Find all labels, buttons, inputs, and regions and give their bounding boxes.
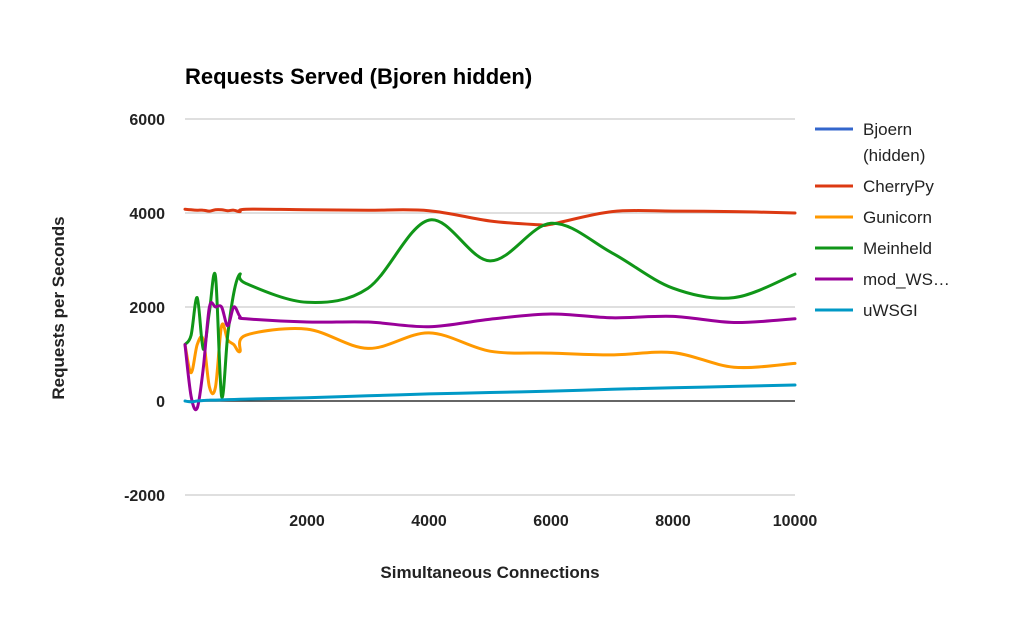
y-tick-label: 6000 <box>129 112 165 129</box>
series-line-gunicorn <box>183 322 797 396</box>
legend-label-gunicorn: Gunicorn <box>863 208 932 227</box>
x-tick-label: 8000 <box>655 513 691 530</box>
y-tick-label: -2000 <box>124 488 165 505</box>
series-line-uwsgi <box>183 383 797 404</box>
legend-label-meinheld: Meinheld <box>863 239 932 258</box>
chart-title: Requests Served (Bjoren hidden) <box>185 64 532 89</box>
x-tick-label: 6000 <box>533 513 569 530</box>
legend-label-bjoern-hidden: Bjoern (hidden) <box>863 120 925 165</box>
x-axis-label: Simultaneous Connections <box>380 563 599 582</box>
gridlines <box>185 118 795 496</box>
y-tick-labels: 6000 4000 2000 0 -2000 <box>124 112 165 505</box>
y-tick-label: 0 <box>156 394 165 411</box>
series-lines <box>183 207 797 412</box>
x-tick-label: 2000 <box>289 513 325 530</box>
legend: Bjoern (hidden) CherryPy Gunicorn Meinheld mo… <box>815 120 950 320</box>
x-tick-labels: 2000 4000 6000 8000 10000 <box>289 513 817 530</box>
y-axis-label: Requests per Seconds <box>49 216 68 399</box>
x-tick-label: 10000 <box>773 513 818 530</box>
series-line-mod-ws <box>183 301 797 412</box>
legend-label-uwsgi: uWSGI <box>863 301 918 320</box>
y-tick-label: 2000 <box>129 300 165 317</box>
legend-label-cherrypy: CherryPy <box>863 177 934 196</box>
y-tick-label: 4000 <box>129 206 165 223</box>
x-tick-label: 4000 <box>411 513 447 530</box>
legend-label-mod-ws: mod_WS… <box>863 270 950 289</box>
series-line-cherrypy <box>183 207 797 228</box>
series-line-meinheld <box>183 218 797 399</box>
